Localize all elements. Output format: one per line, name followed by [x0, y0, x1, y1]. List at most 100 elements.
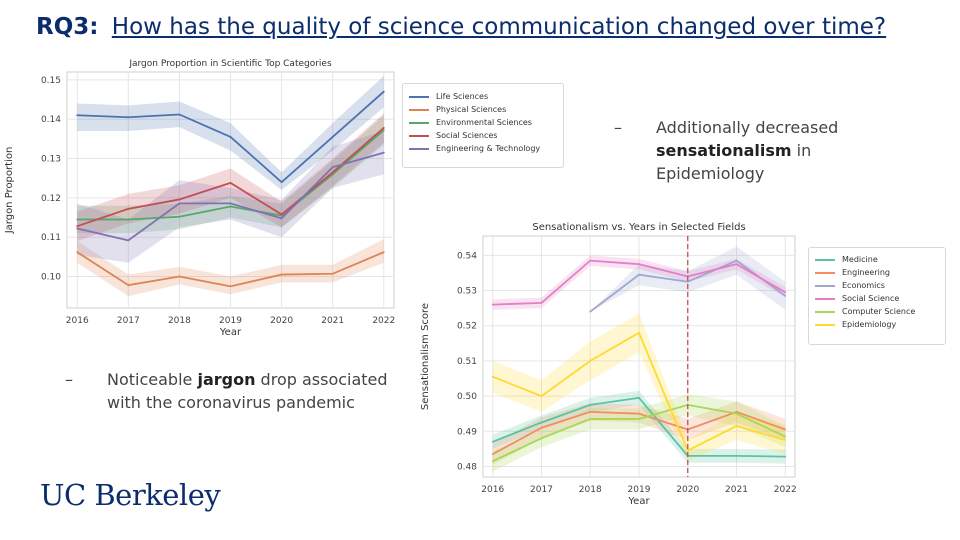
data-point-economics [784, 294, 787, 297]
x-tick-label: 2019 [219, 316, 242, 326]
data-point-social-science [589, 259, 592, 262]
data-point-engineering-technology [331, 166, 334, 169]
data-point-social-science [540, 301, 543, 304]
y-tick-label: 0.15 [41, 76, 61, 86]
legend-item: Epidemiology [815, 318, 939, 331]
uc-berkeley-logo: UC Berkeley [40, 478, 221, 512]
x-tick-label: 2016 [481, 485, 504, 495]
confidence-band-social-sciences [77, 113, 384, 242]
data-point-environmental-sciences [76, 218, 79, 221]
x-tick-label: 2020 [676, 485, 699, 495]
y-tick-label: 0.14 [41, 115, 61, 125]
data-point-epidemiology [784, 439, 787, 441]
data-point-medicine [491, 440, 494, 443]
legend-item: Physical Sciences [409, 103, 557, 116]
confidence-band-engineering [492, 401, 786, 465]
legend-label: Environmental Sciences [436, 118, 532, 127]
y-tick-label: 0.12 [41, 194, 61, 204]
data-point-epidemiology [686, 449, 689, 452]
jargon-chart: Jargon Proportion in Scientific Top Cate… [4, 59, 395, 338]
y-tick-label: 0.52 [457, 322, 477, 332]
y-tick-label: 0.11 [41, 233, 61, 243]
bullet-dash: – [65, 370, 73, 389]
legend-label: Life Sciences [436, 92, 489, 101]
data-point-engineering [638, 412, 640, 415]
x-tick-label: 2016 [66, 316, 89, 326]
confidence-band-life-sciences [77, 75, 384, 190]
data-point-physical-sciences [331, 272, 334, 275]
data-point-social-science [491, 303, 494, 306]
confidence-band-medicine [492, 390, 786, 464]
legend-swatch [409, 95, 429, 98]
legend-label: Epidemiology [842, 320, 897, 329]
data-point-life-sciences [178, 113, 181, 116]
data-point-physical-sciences [178, 275, 181, 278]
y-tick-label: 0.49 [457, 427, 477, 437]
data-point-social-sciences [178, 198, 181, 201]
data-point-computer-science [784, 435, 787, 438]
data-point-physical-sciences [127, 284, 130, 287]
y-tick-label: 0.54 [457, 251, 477, 261]
data-point-social-sciences [229, 182, 232, 184]
bullet-dash: – [614, 118, 622, 137]
data-point-computer-science [638, 418, 640, 420]
data-point-life-sciences [382, 90, 385, 93]
x-tick-label: 2021 [725, 485, 748, 495]
data-point-engineering [784, 428, 787, 431]
jargon-legend: Life Sciences Physical Sciences Environmen… [402, 83, 564, 168]
data-point-epidemiology [638, 331, 640, 334]
legend-label: Medicine [842, 255, 878, 264]
y-axis-label: Sensationalism Score [420, 303, 431, 410]
legend-item: Computer Science [815, 305, 939, 318]
data-point-engineering-technology [229, 202, 232, 205]
data-point-medicine [589, 403, 592, 406]
x-tick-label: 2020 [270, 316, 293, 326]
x-tick-label: 2021 [321, 316, 344, 326]
data-point-life-sciences [229, 136, 232, 138]
y-tick-label: 0.53 [457, 287, 477, 297]
data-point-environmental-sciences [229, 205, 232, 208]
legend-swatch [815, 310, 835, 313]
data-point-economics [638, 273, 640, 276]
y-tick-label: 0.10 [41, 273, 61, 283]
data-point-medicine [784, 455, 787, 458]
legend-item: Social Science [815, 292, 939, 305]
bullet-bold-term: jargon [197, 370, 256, 389]
x-tick-label: 2018 [168, 316, 191, 326]
legend-item: Engineering [815, 266, 939, 279]
data-point-social-science [638, 263, 640, 266]
data-point-life-sciences [280, 181, 283, 184]
data-point-epidemiology [735, 425, 738, 427]
confidence-band-physical-sciences [77, 239, 384, 297]
data-point-life-sciences [76, 114, 79, 117]
data-point-social-science [735, 263, 738, 266]
sensationalism-legend: Medicine Engineering Economics Social Scien… [808, 247, 946, 345]
data-point-engineering-technology [76, 227, 79, 230]
data-point-social-sciences [76, 225, 79, 228]
data-point-social-sciences [280, 213, 283, 216]
title-question: How has the quality of science communica… [111, 14, 887, 40]
data-point-engineering [735, 411, 738, 413]
data-point-computer-science [735, 412, 738, 415]
data-point-epidemiology [491, 375, 494, 378]
data-point-life-sciences [127, 116, 130, 119]
legend-swatch [815, 258, 835, 261]
data-point-environmental-sciences [178, 215, 181, 218]
x-tick-label: 2022 [372, 316, 395, 326]
data-point-physical-sciences [382, 251, 385, 254]
data-point-computer-science [589, 418, 592, 420]
y-tick-label: 0.13 [41, 155, 61, 165]
x-tick-label: 2019 [628, 485, 651, 495]
data-point-economics [686, 280, 689, 283]
y-tick-label: 0.50 [457, 392, 477, 402]
legend-item: Life Sciences [409, 90, 557, 103]
legend-swatch [815, 297, 835, 300]
data-point-physical-sciences [229, 285, 232, 288]
data-point-social-science [784, 291, 787, 294]
confidence-band-engineering-technology [77, 131, 384, 263]
legend-label: Social Sciences [436, 131, 498, 140]
y-axis-label: Jargon Proportion [4, 147, 15, 235]
legend-label: Engineering & Technology [436, 144, 541, 153]
x-axis-label: Year [627, 496, 650, 507]
data-point-medicine [638, 396, 640, 399]
